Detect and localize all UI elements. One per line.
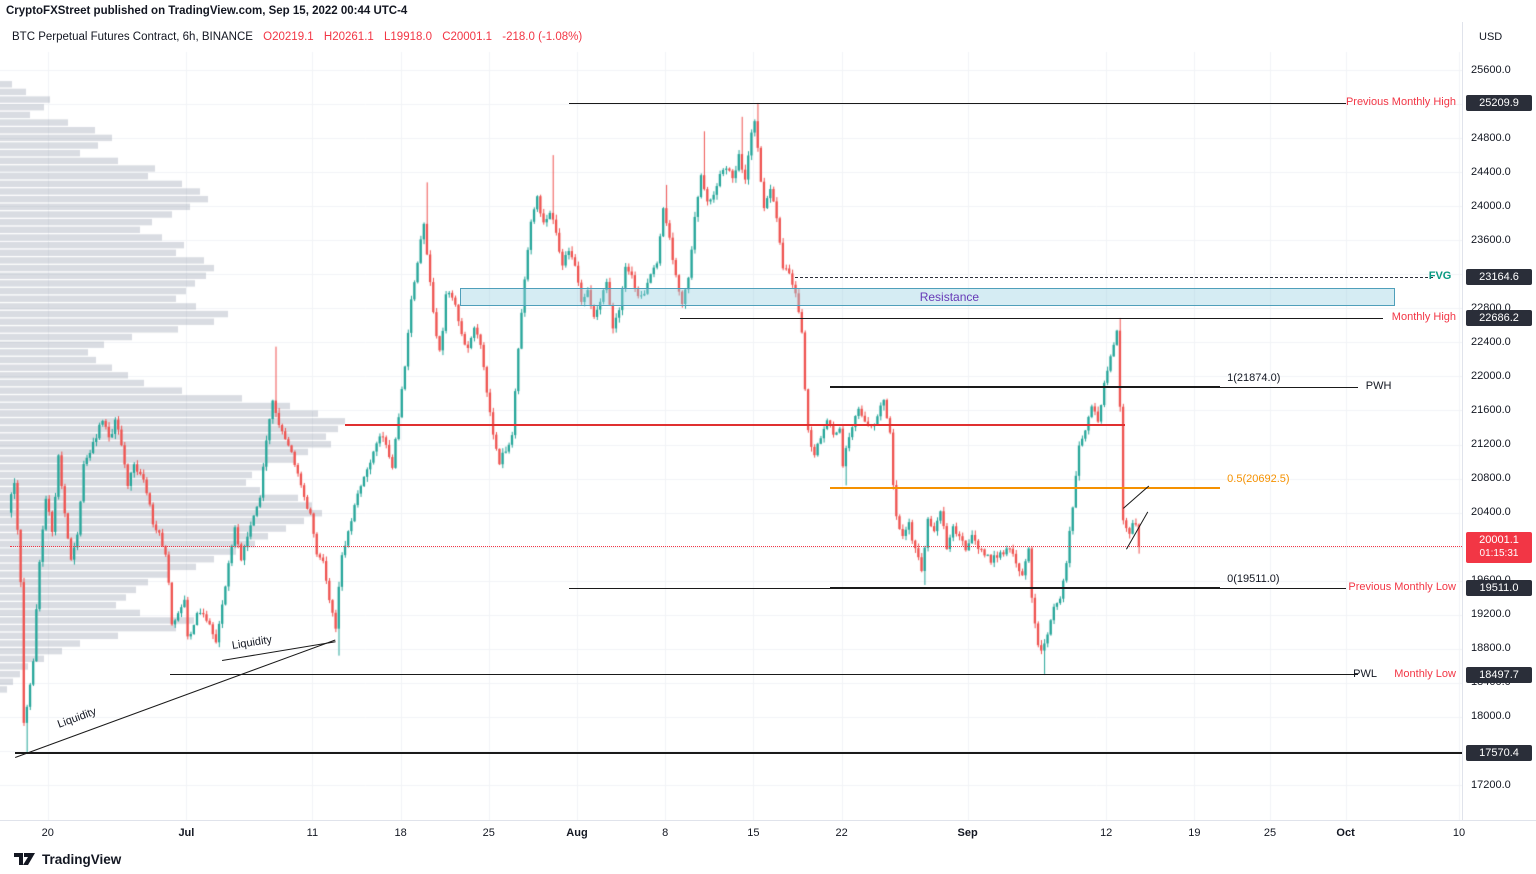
attribution-bar: CryptoFXStreet published on TradingView.…	[6, 5, 408, 17]
price-tick-label: 22000.0	[1471, 369, 1511, 382]
symbol-title: BTC Perpetual Futures Contract, 6h, BINA…	[12, 31, 253, 43]
price-tick-label: 24800.0	[1471, 131, 1511, 144]
price-tick-label: 22400.0	[1471, 335, 1511, 348]
tradingview-brand: TradingView	[42, 851, 122, 867]
price-tick-label: 20400.0	[1471, 506, 1511, 519]
ohlc-high-label: H	[323, 31, 333, 43]
time-tick-label: 25	[1263, 827, 1277, 839]
price-tick-label: 24400.0	[1471, 165, 1511, 178]
price-tick-label: 24000.0	[1471, 199, 1511, 212]
axis-price-badge: 25209.9	[1466, 95, 1532, 112]
time-tick-label: 11	[306, 827, 319, 839]
price-tick-label: 25600.0	[1471, 63, 1511, 76]
price-tick-label: 23600.0	[1471, 233, 1511, 246]
current-price-value: 20001.1	[1479, 533, 1519, 546]
time-tick-label: 20	[41, 827, 54, 839]
time-tick-label: Oct	[1336, 827, 1355, 839]
time-tick-label: 19	[1188, 827, 1201, 839]
price-tick-label: 18000.0	[1471, 710, 1511, 723]
time-tick-label: 25	[482, 827, 495, 839]
axis-price-badge: 19511.0	[1466, 580, 1532, 597]
time-tick-label: Sep	[957, 827, 978, 839]
price-change: -218.0 (-1.08%)	[502, 31, 583, 43]
time-tick-label: 15	[747, 827, 760, 839]
countdown-timer: 01:15:31	[1479, 547, 1519, 559]
time-tick-label: 18	[394, 827, 407, 839]
price-tick-label: 21200.0	[1471, 438, 1511, 451]
time-axis[interactable]: 20 Jul 11 18 25 Aug 8 15 22 Sep 12 19 25 Oct 10	[0, 820, 1536, 847]
axis-price-badge: 17570.4	[1466, 745, 1532, 762]
ohlc-close-value: 20001.1	[450, 31, 493, 43]
tradingview-logo-icon	[14, 853, 35, 865]
time-tick-label: Jul	[178, 827, 195, 839]
current-price-badge: 20001.1 01:15:31	[1466, 531, 1532, 563]
ohlc-open-value: 20219.1	[272, 31, 314, 43]
time-tick-label: 12	[1100, 827, 1113, 839]
axis-price-badge: 18497.7	[1466, 666, 1532, 683]
ohlc-low-label: L	[384, 31, 391, 43]
price-axis[interactable]: USD 25600.025200.024800.024400.024000.02…	[1462, 22, 1536, 820]
tradingview-logo[interactable]: TradingView	[14, 851, 121, 867]
currency-label: USD	[1479, 31, 1503, 43]
time-tick-label: 8	[662, 827, 669, 839]
axis-price-badge: 23164.6	[1466, 269, 1532, 286]
price-tick-label: 18800.0	[1471, 642, 1511, 655]
price-tick-label: 19200.0	[1471, 608, 1511, 621]
time-tick-label: 22	[835, 827, 848, 839]
symbol-header: BTC Perpetual Futures Contract, 6h, BINA…	[12, 31, 582, 43]
time-tick-label: Aug	[566, 827, 588, 839]
time-tick-label: 10	[1452, 827, 1466, 839]
candlestick-chart-canvas[interactable]	[0, 22, 1462, 820]
footer-bar: TradingView	[0, 846, 1536, 874]
ohlc-low-value: 19918.0	[390, 31, 432, 43]
ohlc-high-value: 20261.1	[332, 31, 374, 43]
price-tick-label: 20800.0	[1471, 472, 1511, 485]
axis-price-badge: 22686.2	[1466, 310, 1532, 327]
price-tick-label: 21600.0	[1471, 403, 1511, 416]
price-tick-label: 17200.0	[1471, 778, 1511, 791]
ohlc-close-label: C	[442, 31, 451, 43]
ohlc-open-label: O	[263, 31, 273, 43]
